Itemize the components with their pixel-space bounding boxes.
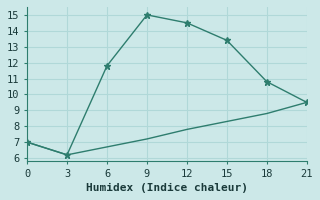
- X-axis label: Humidex (Indice chaleur): Humidex (Indice chaleur): [86, 183, 248, 193]
